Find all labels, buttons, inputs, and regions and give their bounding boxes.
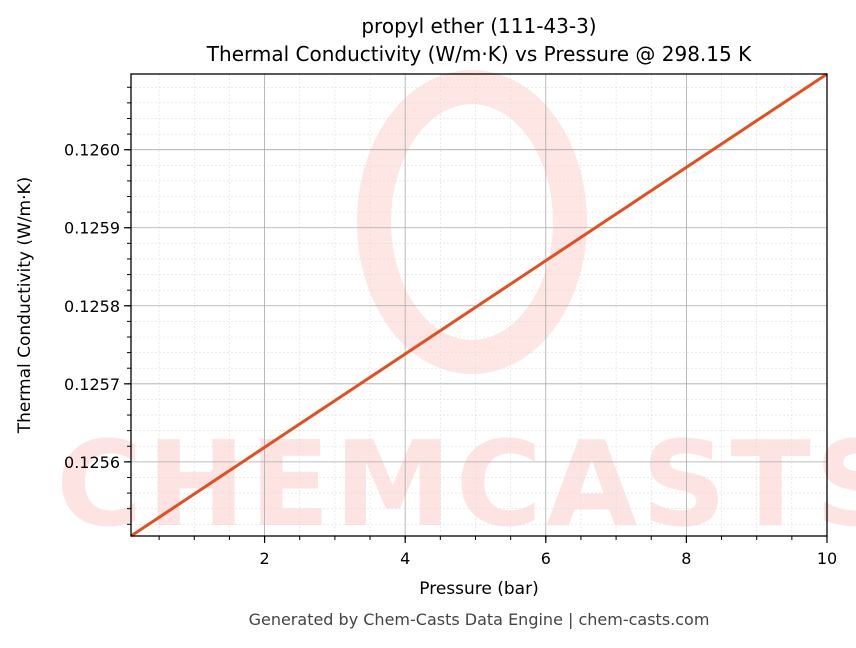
x-tick-label: 2 — [259, 549, 269, 568]
plot-frame — [130, 73, 828, 537]
chart-subtitle: Thermal Conductivity (W/m·K) vs Pressure… — [206, 42, 752, 66]
series-layer — [130, 72, 828, 538]
y-tick-label: 0.1259 — [64, 219, 120, 238]
grid — [131, 74, 828, 536]
x-tick-label: 6 — [541, 549, 551, 568]
y-tick-label: 0.1258 — [64, 297, 120, 316]
y-tick-label: 0.1256 — [64, 453, 120, 472]
series-line — [130, 72, 828, 538]
y-axis-label: Thermal Conductivity (W/m·K) — [15, 177, 35, 435]
chart-title: propyl ether (111-43-3) — [361, 14, 596, 38]
svg-text:CHEMCASTS: CHEMCASTS — [56, 415, 856, 553]
footer-credit: Generated by Chem-Casts Data Engine | ch… — [249, 610, 710, 629]
ticks: 2 4 6 8 10 0.1256 0.1257 0.1258 0.1259 0.1260 — [64, 86, 837, 568]
x-axis-label: Pressure (bar) — [419, 579, 538, 599]
y-tick-label: 0.1257 — [64, 375, 120, 394]
y-tick-label: 0.1260 — [64, 141, 120, 160]
x-tick-label: 4 — [400, 549, 410, 568]
x-tick-label: 8 — [681, 549, 691, 568]
x-tick-label: 10 — [817, 549, 837, 568]
